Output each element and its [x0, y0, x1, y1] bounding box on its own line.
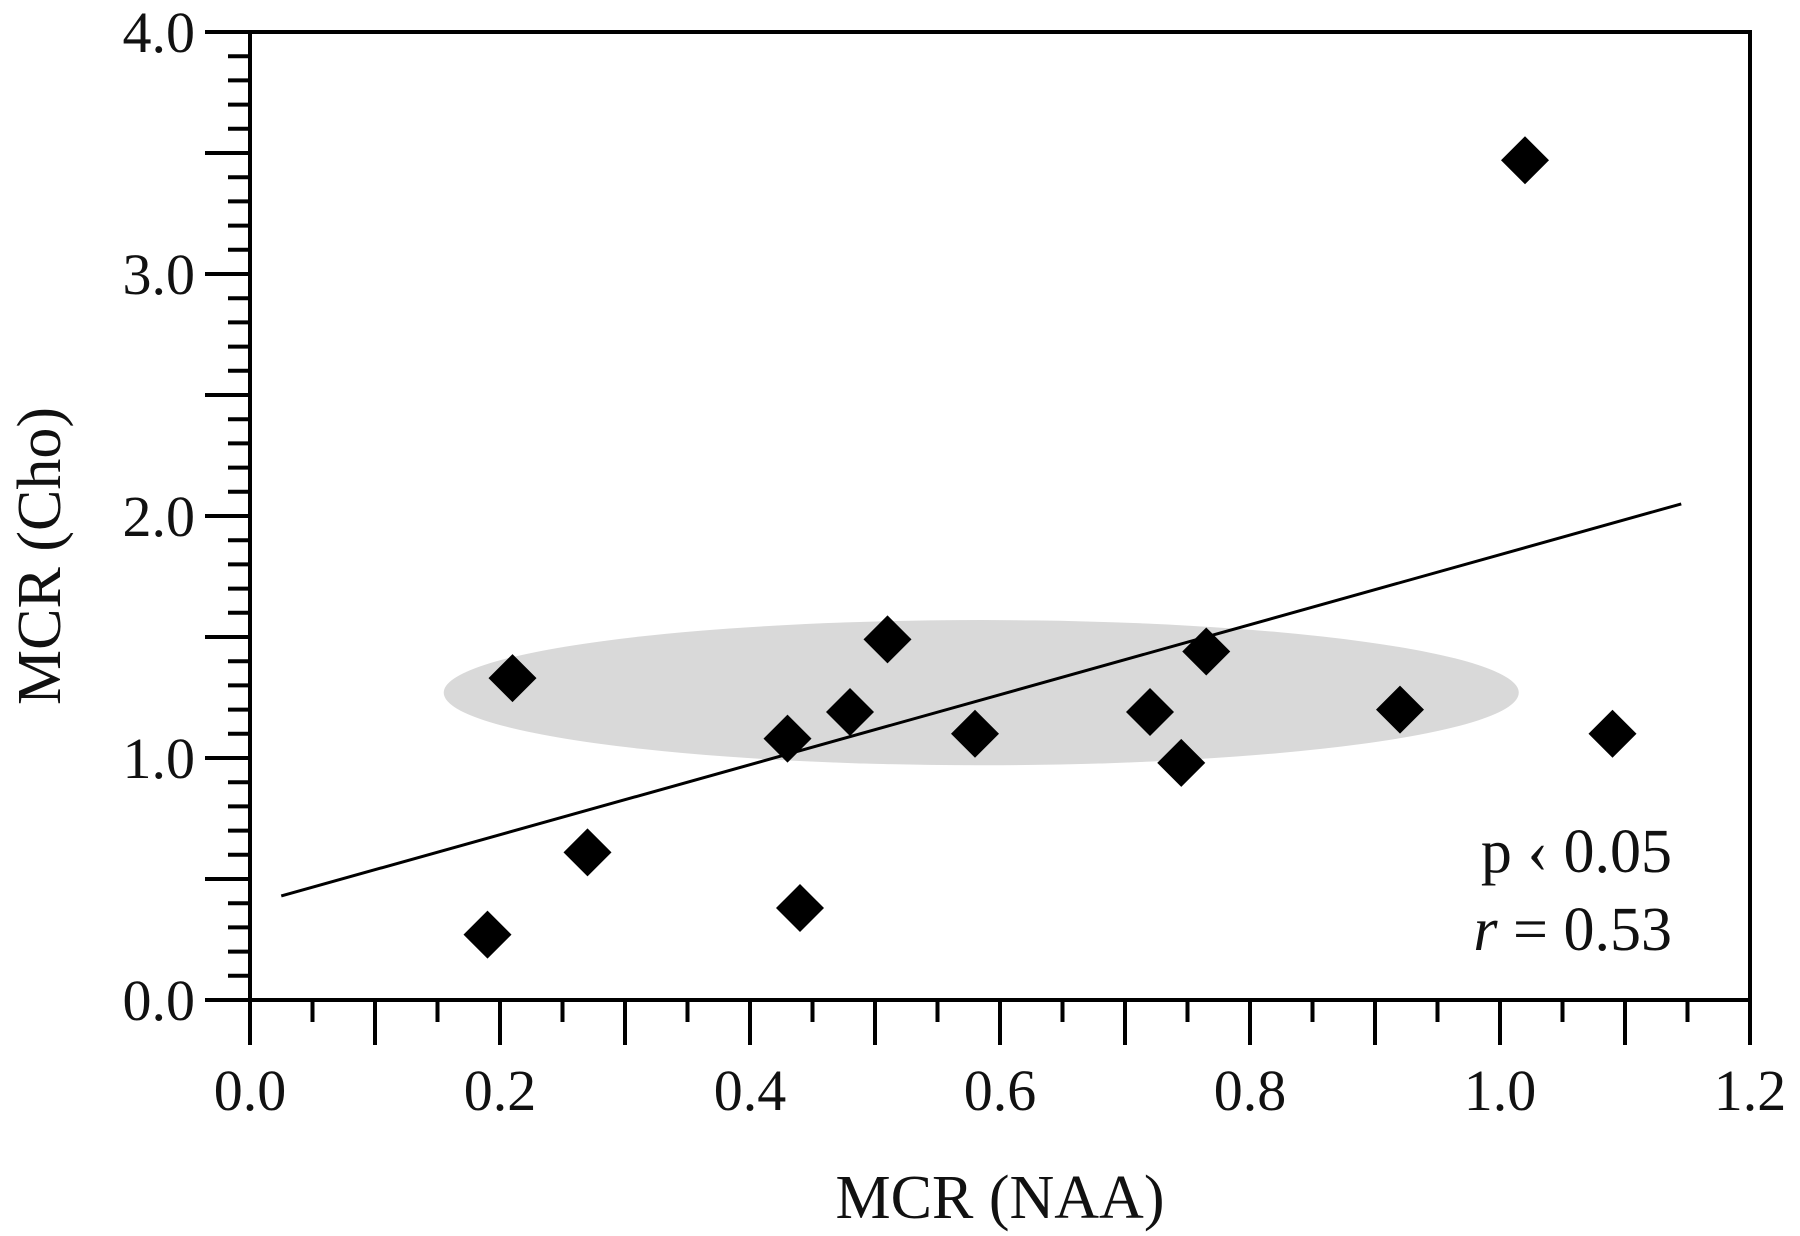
data-points [463, 136, 1637, 959]
x-tick-label: 0.8 [1214, 1058, 1287, 1123]
data-point [563, 828, 612, 877]
highlight-ellipse [443, 620, 1519, 766]
x-axis-title: MCR (NAA) [836, 1164, 1165, 1232]
y-tick-label: 4.0 [123, 0, 196, 65]
x-tick-label: 0.2 [464, 1058, 537, 1123]
data-point [1588, 709, 1637, 758]
data-point [1157, 738, 1206, 787]
data-point [1182, 627, 1231, 676]
data-point [863, 615, 912, 664]
r-value-annotation: r = 0.53 [1473, 896, 1672, 964]
r-value-rest: = 0.53 [1498, 896, 1672, 964]
plot-frame [248, 30, 1752, 1002]
data-point [763, 714, 812, 763]
data-point [776, 884, 824, 933]
x-tick-label: 0.0 [214, 1058, 287, 1123]
x-tick-label: 0.6 [964, 1058, 1037, 1123]
data-point [826, 688, 874, 737]
x-axis: 0.0 0.2 0.4 0.6 0.8 1.0 1.2 [214, 1000, 1787, 1123]
y-tick-label: 3.0 [123, 242, 196, 307]
x-tick-label: 1.2 [1714, 1058, 1787, 1123]
data-point [951, 709, 999, 758]
highlight-region [443, 620, 1519, 766]
data-point [463, 910, 512, 959]
r-value-symbol: r [1473, 896, 1498, 964]
y-tick-label: 0.0 [123, 968, 196, 1033]
data-point [1501, 136, 1549, 185]
y-tick-label: 1.0 [123, 726, 196, 791]
p-value-annotation: p ‹ 0.05 [1481, 818, 1672, 886]
regression-line-path [280, 502, 1682, 898]
x-tick-label: 1.0 [1464, 1058, 1537, 1123]
y-tick-label: 2.0 [123, 484, 196, 549]
data-point [1126, 688, 1174, 737]
y-axis: 0.0 1.0 2.0 3.0 4.0 [123, 0, 250, 1033]
data-point [1376, 685, 1424, 734]
x-tick-label: 0.4 [714, 1058, 787, 1123]
data-point [488, 654, 537, 703]
y-axis-title: MCR (Cho) [6, 407, 74, 705]
regression-line [280, 502, 1682, 898]
